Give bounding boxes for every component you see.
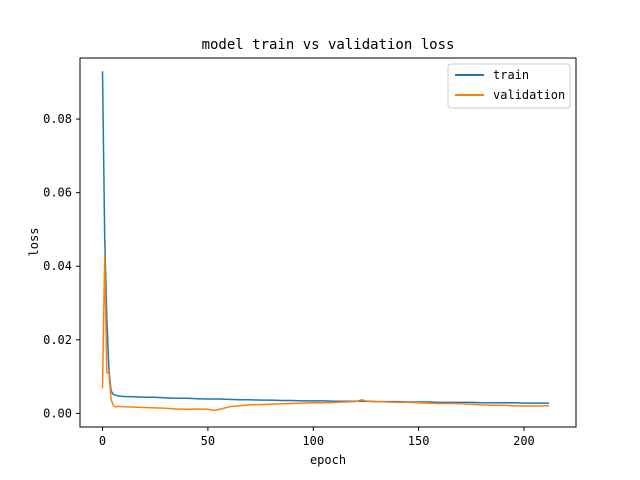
y-tick-label: 0.02 — [43, 333, 72, 347]
plot-area — [79, 57, 577, 428]
legend: train validation — [447, 63, 571, 109]
y-tick-label: 0.08 — [43, 112, 72, 126]
chart-title: model train vs validation loss — [202, 37, 455, 53]
y-tick-label: 0.00 — [43, 406, 72, 420]
legend-validation-label: validation — [493, 88, 565, 102]
x-axis-ticks: 0 50 100 150 200 — [99, 427, 535, 448]
x-axis-label: epoch — [310, 453, 346, 467]
y-tick-label: 0.04 — [43, 259, 72, 273]
series-layer — [101, 71, 550, 412]
y-tick-label: 0.06 — [43, 186, 72, 200]
legend-train-label: train — [493, 68, 529, 82]
x-tick-label: 0 — [99, 434, 106, 448]
x-tick-label: 100 — [302, 434, 324, 448]
series-line-train — [101, 71, 550, 404]
x-tick-label: 150 — [408, 434, 430, 448]
y-axis-ticks: 0.00 0.02 0.04 0.06 0.08 — [43, 112, 80, 420]
series-line-validation — [101, 254, 550, 412]
y-axis-label: loss — [27, 228, 41, 257]
x-tick-label: 50 — [201, 434, 215, 448]
x-tick-label: 200 — [513, 434, 535, 448]
